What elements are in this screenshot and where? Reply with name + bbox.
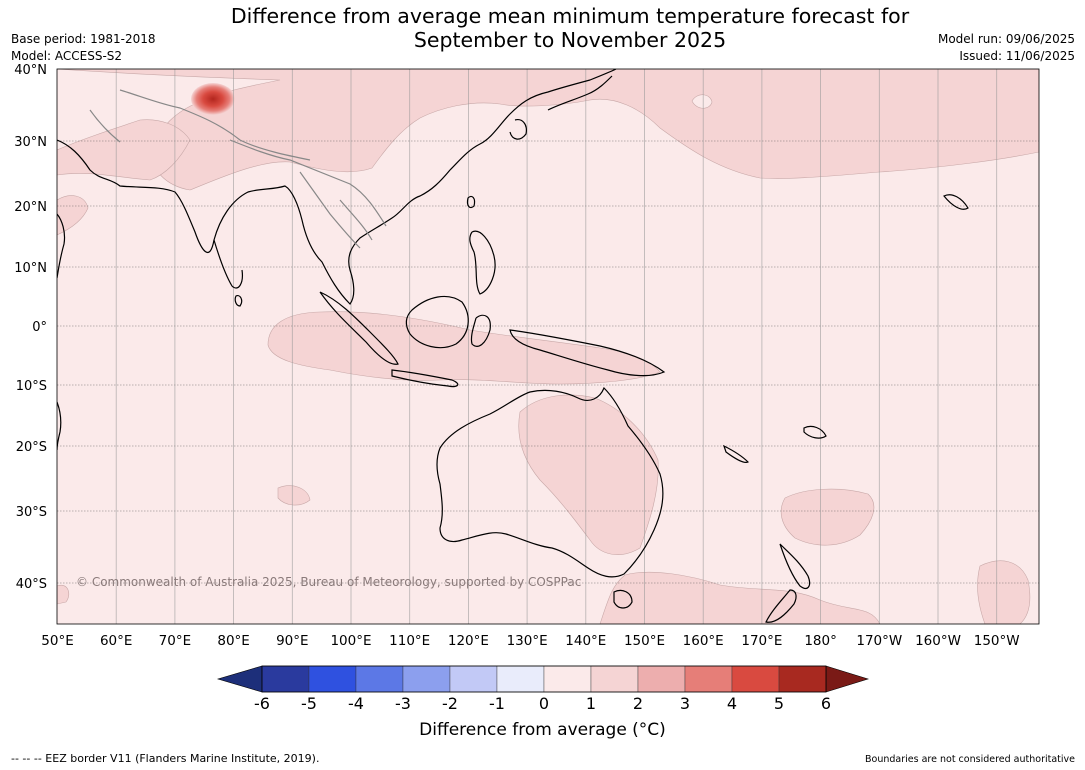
longitude-label: 160°W [915, 633, 961, 649]
colorbar-tick-label: -2 [442, 694, 458, 713]
map-frame [56, 68, 1040, 625]
longitude-axis: 50°E 60°E 70°E 80°E 90°E 100°E 110°E 120°E 130°E… [41, 633, 1019, 649]
map-title: Difference from average mean minimum tem… [220, 4, 920, 52]
meta-right: Model run: 09/06/2025 Issued: 11/06/2025 [938, 31, 1075, 65]
colorbar-tick-label: 2 [633, 694, 643, 713]
latitude-label: 40°N [14, 63, 47, 78]
colorbar-swatch [590, 665, 639, 693]
longitude-label: 140°E [565, 633, 606, 649]
colorbar-tick-label: 1 [586, 694, 596, 713]
model-name: Model: ACCESS-S2 [11, 49, 123, 63]
national-borders [89, 89, 387, 249]
longitude-label: 90°E [276, 633, 308, 649]
anomaly-region-south-pacific [780, 488, 875, 546]
issued-date: Issued: 11/06/2025 [959, 49, 1075, 63]
longitude-label: 80°E [217, 633, 249, 649]
anomaly-island-central-north-pacific [691, 94, 713, 109]
colorbar-tick-label: 3 [680, 694, 690, 713]
boundaries-note: Boundaries are not considered authoritat… [865, 754, 1075, 765]
colorbar-over-arrow [825, 665, 870, 693]
colorbar-frame [261, 665, 827, 693]
longitude-label: 150°E [624, 633, 665, 649]
longitude-label: 70°E [159, 633, 191, 649]
colorbar: -6 -5 -4 -3 -2 -1 0 1 2 3 4 5 6 [216, 665, 870, 713]
anomaly-region-far-south-west [57, 584, 69, 605]
colorbar-swatch [449, 665, 498, 693]
latitude-label: 20°N [14, 200, 47, 215]
colorbar-swatch [402, 665, 451, 693]
longitude-label: 100°E [330, 633, 371, 649]
colorbar-swatch [637, 665, 686, 693]
title-line-1: Difference from average mean minimum tem… [230, 4, 910, 28]
anomaly-region-south-tasman [599, 571, 881, 624]
anomaly-hotspot-himalaya [191, 83, 235, 115]
longitude-label: 160°E [683, 633, 724, 649]
latitude-label: 20°S [16, 440, 47, 455]
title-line-2: September to November 2025 [413, 28, 727, 52]
colorbar-tick-label: -6 [254, 694, 270, 713]
latitude-label: 0° [32, 320, 47, 335]
colorbar-under-arrow [216, 665, 263, 693]
anomaly-region-indian-ocean [267, 311, 661, 385]
latitude-label: 30°N [14, 135, 47, 150]
colorbar-tick-label: -3 [395, 694, 411, 713]
longitude-label: 130°E [507, 633, 548, 649]
colorbar-swatch [731, 665, 780, 693]
colorbar-tick-label: 5 [774, 694, 784, 713]
longitude-label: 120°E [448, 633, 489, 649]
colorbar-swatch [261, 665, 310, 693]
latitude-axis: 40°N 30°N 20°N 10°N 0° 10°S 20°S 30°S 40°S [14, 63, 47, 592]
anomaly-region-arabia [57, 195, 89, 236]
colorbar-swatch [543, 665, 592, 693]
colorbar-title: Difference from average (°C) [419, 720, 666, 740]
latitude-label: 10°S [16, 379, 47, 394]
colorbar-tick-label: -1 [489, 694, 505, 713]
meridians [115, 69, 998, 624]
colorbar-tick-label: -5 [301, 694, 317, 713]
model-run: Model run: 09/06/2025 [937, 32, 1075, 46]
colorbar-tick-label: 6 [821, 694, 831, 713]
colorbar-tick-label: 4 [727, 694, 737, 713]
latitude-label: 30°S [16, 505, 47, 520]
longitude-label: 60°E [100, 633, 132, 649]
longitude-label: 110°E [389, 633, 430, 649]
anomaly-region-far-south-pacific [977, 560, 1031, 624]
colorbar-swatch [684, 665, 733, 693]
colorbar-swatch [496, 665, 545, 693]
colorbar-swatch [308, 665, 357, 693]
meta-left: Base period: 1981-2018 Model: ACCESS-S2 [11, 31, 156, 65]
copyright-notice: © Commonwealth of Australia 2025, Bureau… [76, 575, 581, 589]
colorbar-swatch [778, 665, 827, 693]
colorbar-tick-label: -4 [348, 694, 364, 713]
anomaly-region-west-asia [57, 119, 191, 181]
coastlines [57, 69, 969, 623]
latitude-label: 10°N [14, 261, 47, 276]
anomaly-region-south-atlantic-indian [277, 485, 311, 506]
longitude-label: 180° [804, 633, 837, 649]
longitude-label: 150°W [974, 633, 1020, 649]
longitude-label: 170°E [741, 633, 782, 649]
latitude-label: 40°S [16, 577, 47, 592]
longitude-label: 50°E [41, 633, 73, 649]
colorbar-tick-label: 0 [539, 694, 549, 713]
colorbar-swatch [355, 665, 404, 693]
longitude-label: 170°W [856, 633, 902, 649]
base-period: Base period: 1981-2018 [11, 32, 156, 46]
eez-note: -- -- -- EEZ border V11 (Flanders Marine… [11, 752, 320, 765]
